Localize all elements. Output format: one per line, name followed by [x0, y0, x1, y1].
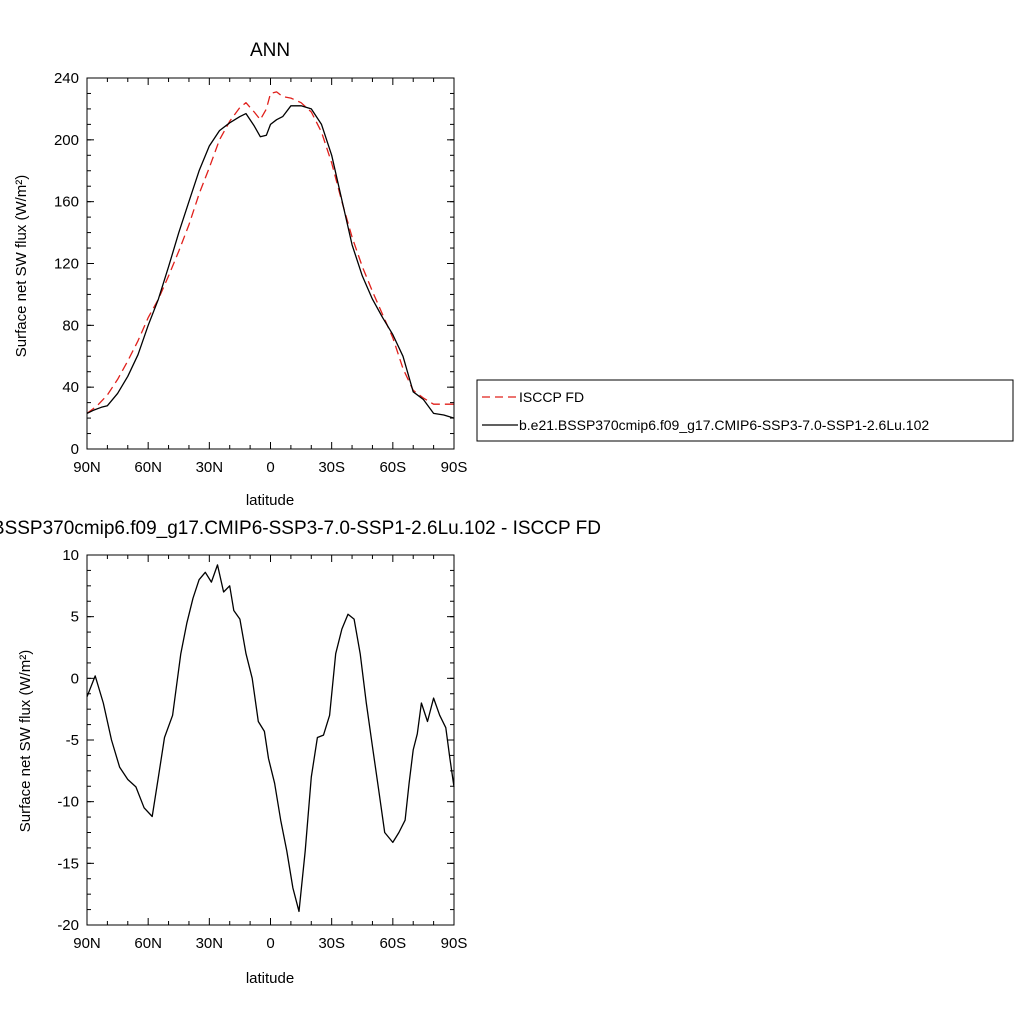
top-x-tick-label: 60S [379, 459, 406, 476]
top-y-tick-label: 80 [62, 317, 79, 334]
top-x-axis-label: latitude [246, 492, 294, 509]
legend-label-isccp: ISCCP FD [519, 389, 584, 405]
legend-box [476, 379, 1014, 442]
legend-label-model: b.e21.BSSP370cmip6.f09_g17.CMIP6-SSP3-7.… [519, 417, 929, 433]
top-y-tick-label: 120 [54, 256, 79, 273]
bottom-panel: b.e21.BSSP370cmip6.f09_g17.CMIP6-SSP3-7.… [0, 518, 601, 987]
bottom-series-lines [86, 564, 455, 913]
top-y-tick-label: 200 [54, 132, 79, 149]
top-y-tick-label: 160 [54, 194, 79, 211]
bottom-y-tick-label: 5 [71, 609, 79, 626]
bottom-y-tick-label: 10 [62, 547, 79, 564]
top-x-tick-label: 90S [441, 459, 468, 476]
bottom-y-tick-label: -5 [66, 732, 79, 749]
top-y-tick-label: 0 [71, 441, 79, 458]
top-plot-frame [86, 77, 455, 450]
top-series-line-1 [86, 105, 455, 419]
bottom-x-tick-label: 30S [318, 935, 345, 952]
bottom-x-tick-label: 90N [73, 935, 101, 952]
bottom-series-line-0 [86, 564, 455, 913]
top-x-tick-label: 90N [73, 459, 101, 476]
bottom-y-axis-label: Surface net SW flux (W/m²) [17, 650, 34, 833]
bottom-x-tick-label: 0 [266, 935, 274, 952]
bottom-x-tick-label: 60N [134, 935, 162, 952]
bottom-y-tick-label: 0 [71, 670, 79, 687]
top-y-axis-label: Surface net SW flux (W/m²) [13, 175, 30, 358]
bottom-x-tick-label: 60S [379, 935, 406, 952]
bottom-x-tick-label: 30N [196, 935, 224, 952]
bottom-chart-title: b.e21.BSSP370cmip6.f09_g17.CMIP6-SSP3-7.… [0, 518, 601, 539]
bottom-y-tick-label: -20 [57, 917, 79, 934]
top-series-line-0 [86, 91, 454, 414]
bottom-axis-ticks: 90N 60N 30N 0 30S 60S 90S -20 -15 -10 -5 0 5 10 [57, 547, 467, 952]
top-x-tick-label: 30S [318, 459, 345, 476]
top-y-tick-label: 240 [54, 70, 79, 87]
bottom-y-tick-label: -10 [57, 794, 79, 811]
top-series-lines [86, 91, 455, 419]
legend: ISCCP FD b.e21.BSSP370cmip6.f09_g17.CMIP… [476, 379, 1014, 442]
top-x-tick-label: 30N [196, 459, 224, 476]
bottom-plot-frame [86, 554, 455, 926]
top-x-tick-label: 0 [266, 459, 274, 476]
bottom-x-axis-label: latitude [246, 970, 294, 987]
top-panel: ANN 90N 60N 30N 0 30S 60S 90S 0 40 80 120 160 200 240… [13, 40, 467, 509]
top-x-tick-label: 60N [134, 459, 162, 476]
top-chart-title: ANN [250, 40, 290, 61]
top-y-tick-label: 40 [62, 379, 79, 396]
bottom-x-tick-label: 90S [441, 935, 468, 952]
top-axis-ticks: 90N 60N 30N 0 30S 60S 90S 0 40 80 120 160 200 240 [54, 70, 467, 476]
bottom-y-tick-label: -15 [57, 855, 79, 872]
